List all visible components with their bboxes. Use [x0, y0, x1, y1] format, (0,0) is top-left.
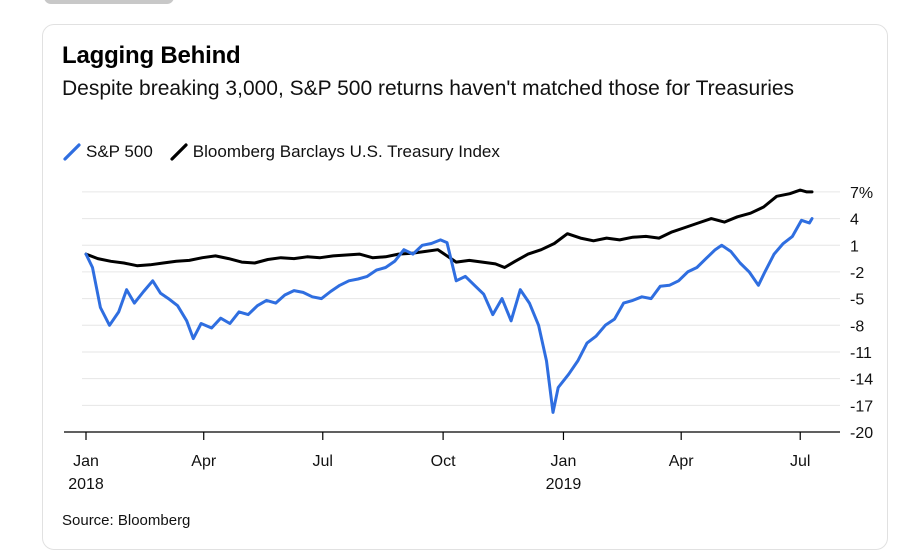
legend-swatch-sp500-icon: [63, 143, 81, 161]
series-lines: [84, 188, 814, 414]
y-tick-label: 7%: [850, 185, 873, 202]
gridlines: [82, 191, 840, 406]
source-note: Source: Bloomberg: [62, 512, 191, 529]
y-tick-label: 1: [850, 238, 859, 255]
y-tick-label: 4: [850, 212, 859, 229]
series-line-treasury: [84, 188, 814, 269]
chart-title: Lagging Behind: [62, 42, 241, 69]
x-tick-year-label: 2018: [68, 476, 104, 493]
x-tick-label: Jan: [73, 453, 99, 470]
x-tick-label: Apr: [191, 453, 217, 470]
x-tick-label: Apr: [669, 453, 695, 470]
y-tick-label: -8: [850, 318, 864, 335]
y-tick-label: -17: [850, 398, 873, 415]
x-tick-label: Jul: [313, 453, 333, 470]
x-tick-year-label: 2019: [546, 476, 582, 493]
y-tick-label: -2: [850, 265, 864, 282]
y-tick-label: -5: [850, 292, 864, 309]
chart-subtitle: Despite breaking 3,000, S&P 500 returns …: [62, 77, 795, 100]
x-tick-label: Oct: [431, 453, 456, 470]
x-axis: [64, 431, 840, 440]
series-line-sp500: [84, 217, 814, 414]
x-tick-label: Jan: [551, 453, 577, 470]
y-tick-label: -20: [850, 425, 873, 442]
chart-card: [42, 24, 888, 550]
x-axis-labels: Jan 2018 Apr Jul Oct Jan 2019 Apr Jul: [68, 453, 810, 493]
legend-item-treasury: Bloomberg Barclays U.S. Treasury Index: [169, 142, 500, 162]
legend: S&P 500 Bloomberg Barclays U.S. Treasury…: [62, 140, 516, 164]
x-tick-label: Jul: [790, 453, 810, 470]
top-cropped-strip: [0, 0, 899, 8]
legend-label-treasury: Bloomberg Barclays U.S. Treasury Index: [192, 142, 500, 161]
y-axis-labels: 7% 4 1 -2 -5 -8 -11 -14 -17 -20: [850, 185, 873, 442]
y-tick-label: -11: [850, 345, 872, 362]
legend-swatch-treasury-icon: [170, 143, 188, 161]
y-tick-label: -14: [850, 372, 873, 389]
legend-label-sp500: S&P 500: [86, 142, 153, 161]
legend-item-sp500: S&P 500: [62, 142, 153, 162]
